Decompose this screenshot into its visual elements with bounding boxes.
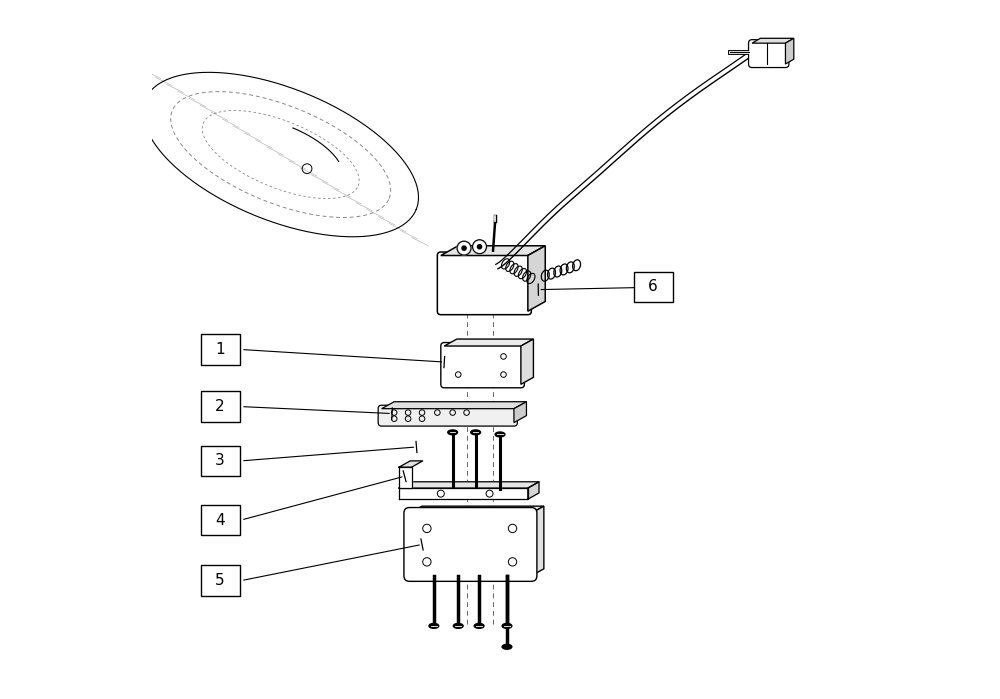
Polygon shape — [521, 339, 533, 384]
Text: 5: 5 — [215, 573, 225, 588]
Text: 4: 4 — [215, 512, 225, 528]
Polygon shape — [531, 506, 544, 576]
FancyBboxPatch shape — [437, 252, 531, 315]
Ellipse shape — [502, 644, 512, 649]
FancyBboxPatch shape — [404, 507, 537, 582]
Polygon shape — [441, 246, 545, 256]
Text: 6: 6 — [648, 280, 658, 294]
Bar — [201, 334, 240, 365]
Circle shape — [477, 245, 482, 249]
Polygon shape — [399, 467, 412, 488]
Bar — [201, 391, 240, 422]
FancyBboxPatch shape — [378, 405, 517, 426]
FancyBboxPatch shape — [441, 343, 524, 388]
Bar — [201, 565, 240, 596]
Polygon shape — [382, 402, 526, 409]
Polygon shape — [399, 482, 539, 488]
Ellipse shape — [471, 430, 481, 435]
Polygon shape — [514, 402, 526, 423]
Ellipse shape — [502, 624, 512, 628]
Circle shape — [462, 246, 466, 250]
Circle shape — [473, 240, 486, 254]
Text: 2: 2 — [215, 399, 225, 414]
Polygon shape — [785, 38, 794, 64]
Ellipse shape — [474, 624, 484, 628]
Bar — [634, 271, 673, 302]
Polygon shape — [409, 506, 544, 513]
Polygon shape — [444, 339, 533, 346]
Polygon shape — [752, 38, 794, 43]
FancyBboxPatch shape — [749, 40, 789, 68]
Ellipse shape — [448, 430, 458, 435]
Polygon shape — [528, 246, 545, 311]
Polygon shape — [399, 488, 528, 499]
Bar — [201, 445, 240, 476]
Bar — [201, 505, 240, 535]
Ellipse shape — [429, 624, 439, 628]
Text: 1: 1 — [215, 342, 225, 357]
Text: 3: 3 — [215, 454, 225, 468]
Circle shape — [457, 241, 471, 255]
FancyBboxPatch shape — [406, 510, 535, 579]
Polygon shape — [399, 461, 423, 467]
Ellipse shape — [495, 432, 505, 437]
Ellipse shape — [453, 624, 463, 628]
Polygon shape — [528, 482, 539, 499]
